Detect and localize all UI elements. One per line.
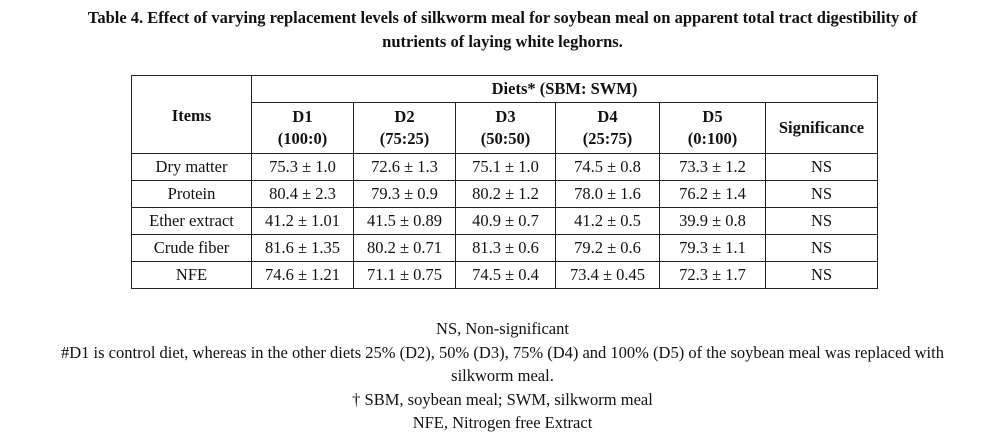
value-cell: 78.0 ± 1.6	[555, 180, 660, 208]
significance-cell: NS	[764, 153, 879, 181]
table-footnotes: NS, Non-significant #D1 is control diet,…	[0, 317, 1005, 435]
diet-name: D2	[394, 107, 415, 126]
value-cell: 39.9 ± 0.8	[659, 207, 766, 235]
diet-header-d4: D4 (25:75)	[555, 102, 660, 154]
value-cell: 41.2 ± 0.5	[555, 207, 660, 235]
diet-ratio: (75:25)	[379, 129, 430, 148]
value-cell: 40.9 ± 0.7	[455, 207, 556, 235]
value-cell: 74.6 ± 1.21	[251, 261, 354, 289]
diet-ratio: (25:75)	[582, 129, 633, 148]
header-row-diets: D1 (100:0) D2 (75:25) D3 (50:50) D4 (25:…	[132, 102, 879, 154]
item-cell: Crude fiber	[131, 234, 252, 262]
value-cell: 75.1 ± 1.0	[455, 153, 556, 181]
table-caption: Table 4. Effect of varying replacement l…	[0, 6, 1005, 54]
footnote-ns: NS, Non-significant	[436, 319, 569, 338]
value-cell: 79.3 ± 1.1	[659, 234, 766, 262]
footnote-nfe: NFE, Nitrogen free Extract	[412, 413, 593, 432]
significance-header: Significance	[764, 102, 879, 154]
diets-group-header: Diets* (SBM: SWM)	[250, 75, 879, 103]
table-row: Crude fiber 81.6 ± 1.35 80.2 ± 0.71 81.3…	[131, 234, 879, 262]
significance-cell: NS	[764, 207, 879, 235]
diet-header-d2: D2 (75:25)	[353, 102, 456, 154]
item-cell: Ether extract	[131, 207, 252, 235]
caption-line-2: nutrients of laying white leghorns.	[382, 32, 623, 51]
significance-cell: NS	[764, 180, 879, 208]
diet-name: D4	[597, 107, 618, 126]
footnote-control-line-2: silkworm meal.	[451, 366, 554, 385]
value-cell: 72.6 ± 1.3	[353, 153, 456, 181]
value-cell: 79.2 ± 0.6	[555, 234, 660, 262]
item-cell: NFE	[131, 261, 252, 289]
footnote-abbreviations: † SBM, soybean meal; SWM, silkworm meal	[352, 389, 653, 409]
footnote-control-line-1: #D1 is control diet, whereas in the othe…	[61, 342, 944, 362]
table-row: Dry matter 75.3 ± 1.0 72.6 ± 1.3 75.1 ± …	[131, 153, 879, 181]
value-cell: 74.5 ± 0.8	[555, 153, 660, 181]
value-cell: 73.3 ± 1.2	[659, 153, 766, 181]
diet-header-d1: D1 (100:0)	[251, 102, 354, 154]
value-cell: 79.3 ± 0.9	[353, 180, 456, 208]
diet-header-d5: D5 (0:100)	[659, 102, 766, 154]
value-cell: 80.2 ± 1.2	[455, 180, 556, 208]
item-cell: Dry matter	[131, 153, 252, 181]
diet-ratio: (100:0)	[277, 129, 328, 148]
item-cell: Protein	[131, 180, 252, 208]
significance-cell: NS	[764, 261, 879, 289]
value-cell: 76.2 ± 1.4	[659, 180, 766, 208]
table-row: Ether extract 41.2 ± 1.01 41.5 ± 0.89 40…	[131, 207, 879, 235]
value-cell: 72.3 ± 1.7	[659, 261, 766, 289]
value-cell: 74.5 ± 0.4	[455, 261, 556, 289]
diet-header-d3: D3 (50:50)	[455, 102, 556, 154]
table-row: NFE 74.6 ± 1.21 71.1 ± 0.75 74.5 ± 0.4 7…	[131, 261, 879, 289]
digestibility-table: Items Diets* (SBM: SWM) D1 (100:0) D2 (7…	[131, 75, 879, 289]
diet-name: D5	[702, 107, 723, 126]
header-row-group: Items Diets* (SBM: SWM)	[131, 75, 879, 154]
value-cell: 81.6 ± 1.35	[251, 234, 354, 262]
value-cell: 81.3 ± 0.6	[455, 234, 556, 262]
value-cell: 41.5 ± 0.89	[353, 207, 456, 235]
significance-cell: NS	[764, 234, 879, 262]
diet-name: D1	[292, 107, 313, 126]
items-header: Items	[131, 75, 252, 154]
diet-ratio: (50:50)	[480, 129, 531, 148]
value-cell: 80.2 ± 0.71	[353, 234, 456, 262]
diet-name: D3	[495, 107, 516, 126]
table-row: Protein 80.4 ± 2.3 79.3 ± 0.9 80.2 ± 1.2…	[131, 180, 879, 208]
diet-ratio: (0:100)	[687, 129, 738, 148]
value-cell: 73.4 ± 0.45	[555, 261, 660, 289]
caption-line-1: Table 4. Effect of varying replacement l…	[87, 8, 918, 27]
value-cell: 80.4 ± 2.3	[251, 180, 354, 208]
value-cell: 75.3 ± 1.0	[251, 153, 354, 181]
value-cell: 71.1 ± 0.75	[353, 261, 456, 289]
value-cell: 41.2 ± 1.01	[251, 207, 354, 235]
